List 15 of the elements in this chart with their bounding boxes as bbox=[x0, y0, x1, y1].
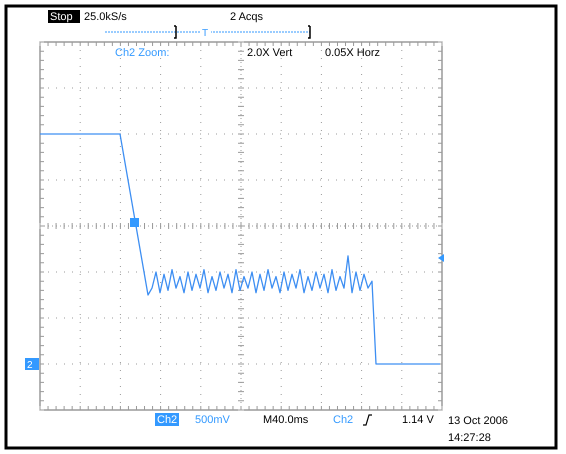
text: 2.0X Vert bbox=[247, 47, 292, 59]
text: 14:27:28 bbox=[448, 432, 491, 444]
text: T bbox=[202, 28, 208, 39]
text: 1.14 V bbox=[402, 414, 434, 426]
text: 13 Oct 2006 bbox=[448, 415, 508, 427]
text: Ch2 Zoom: bbox=[115, 47, 170, 59]
text: 0.05X Horz bbox=[325, 47, 380, 59]
text: 2 Acqs bbox=[230, 11, 264, 23]
text: M40.0ms bbox=[263, 414, 309, 426]
text: 500mV bbox=[195, 414, 231, 426]
text: Stop bbox=[50, 11, 73, 23]
text: 25.0kS/s bbox=[84, 11, 128, 23]
text: Ch2 bbox=[333, 414, 354, 426]
text: 2 bbox=[27, 360, 33, 371]
text: Ch2 bbox=[157, 414, 178, 426]
